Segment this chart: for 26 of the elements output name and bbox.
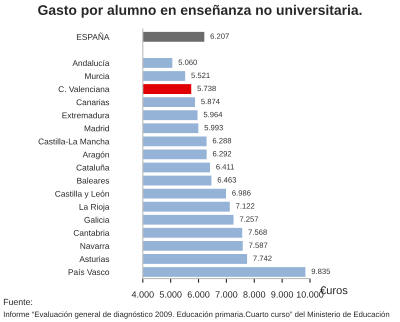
- y-tick-label: Castilla y León: [55, 190, 109, 198]
- y-tick-label: Baleares: [77, 178, 110, 184]
- x-tick-label: 6.000: [188, 291, 210, 298]
- y-tick-label: ESPAÑA: [76, 32, 110, 40]
- y-tick-label: Castilla-La Mancha: [38, 138, 110, 144]
- chart-title: Gasto por alumno en enseñanza no universitaria.: [38, 4, 362, 18]
- y-tick-label: País Vasco: [68, 268, 110, 276]
- y-tick-label: Asturias: [79, 256, 110, 262]
- y-tick-label: Murcia: [85, 72, 110, 80]
- y-tick-label: Aragón: [82, 151, 109, 160]
- x-tick-label: 7.000: [216, 291, 238, 298]
- y-tick-label: Galicia: [84, 216, 110, 223]
- x-tick-label: 5.000: [160, 291, 182, 298]
- y-tick-label: Extremadura: [62, 112, 110, 118]
- y-tick-label: Navarra: [80, 243, 110, 249]
- y-tick-label: Madrid: [84, 125, 109, 132]
- x-tick-label: 9.000: [271, 291, 294, 298]
- x-tick-label: 4.000: [132, 291, 154, 298]
- y-tick-label: Cantabria: [74, 230, 110, 236]
- x-tick-label: 8.000: [243, 291, 266, 298]
- source-note: Fuente:: [4, 298, 32, 306]
- y-tick-label: C. Valenciana: [58, 86, 110, 92]
- y-tick-label: La Rioja: [80, 204, 110, 212]
- y-tick-label: Canarias: [76, 99, 110, 106]
- y-tick-label: Cataluña: [76, 164, 110, 171]
- y-tick-label: Andalucía: [72, 60, 110, 66]
